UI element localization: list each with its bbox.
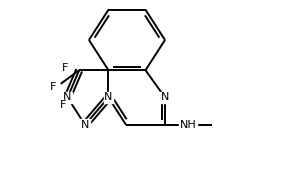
Text: N: N xyxy=(81,120,89,130)
Text: F: F xyxy=(59,100,66,110)
Text: N: N xyxy=(161,92,169,103)
Text: F: F xyxy=(50,82,56,92)
Text: N: N xyxy=(63,92,72,103)
Text: NH: NH xyxy=(180,120,197,130)
Text: F: F xyxy=(61,63,68,73)
Text: N: N xyxy=(104,92,113,103)
